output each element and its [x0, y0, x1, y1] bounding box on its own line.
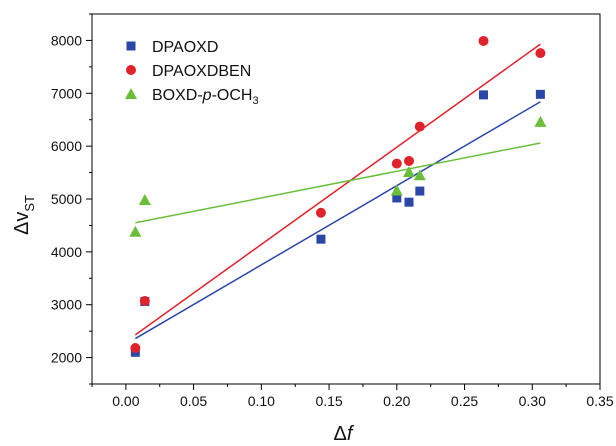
fit-line [134, 101, 541, 340]
data-points [129, 35, 547, 357]
x-tick-label: 0.10 [248, 393, 275, 409]
x-tick-label: 0.00 [112, 393, 139, 409]
x-tick-label: 0.15 [315, 393, 342, 409]
data-point [139, 296, 150, 307]
y-axis-label: ΔvST [11, 195, 37, 235]
data-point [390, 184, 403, 196]
data-point [130, 343, 141, 354]
legend-marker [126, 65, 136, 75]
fit-line [134, 43, 541, 336]
x-ticks: 0.00 0.05 0.10 0.15 0.20 0.25 0.30 0.35 [91, 384, 614, 409]
data-point [535, 48, 546, 59]
data-point [315, 207, 326, 218]
legend-label: DPAOXD [152, 39, 218, 56]
data-point [129, 225, 142, 237]
y-tick-label: 7000 [51, 85, 82, 101]
data-point [138, 194, 151, 206]
data-point [402, 166, 415, 178]
data-point [478, 35, 489, 46]
data-point [535, 89, 545, 99]
legend-label: BOXD-p-OCH3 [152, 87, 259, 107]
fit-line [135, 142, 541, 224]
legend-marker [125, 88, 137, 99]
data-point [392, 193, 402, 203]
data-point [415, 186, 425, 196]
data-point [403, 155, 414, 166]
y-tick-label: 2000 [51, 350, 82, 366]
legend-label: DPAOXDBEN [152, 63, 251, 80]
x-tick-label: 0.05 [180, 393, 207, 409]
y-tick-label: 4000 [51, 244, 82, 260]
x-tick-label: 0.35 [586, 393, 613, 409]
x-tick-label: 0.20 [383, 393, 410, 409]
fit-lines [134, 43, 541, 340]
y-ticks: 2000 3000 4000 5000 6000 7000 8000 [51, 13, 92, 385]
data-point [534, 115, 547, 127]
data-point [316, 234, 326, 244]
x-tick-label: 0.30 [519, 393, 546, 409]
data-point [414, 121, 425, 132]
data-point [478, 90, 488, 100]
data-point [391, 158, 402, 169]
y-tick-label: 5000 [51, 191, 82, 207]
legend: DPAOXD DPAOXDBEN BOXD-p-OCH3 [125, 39, 259, 107]
y-tick-label: 3000 [51, 297, 82, 313]
y-tick-label: 6000 [51, 138, 82, 154]
legend-marker [126, 41, 136, 51]
data-point [404, 197, 414, 207]
data-point [413, 169, 426, 181]
y-tick-label: 8000 [51, 32, 82, 48]
x-tick-label: 0.25 [451, 393, 478, 409]
x-axis-label: Δf [334, 423, 355, 445]
